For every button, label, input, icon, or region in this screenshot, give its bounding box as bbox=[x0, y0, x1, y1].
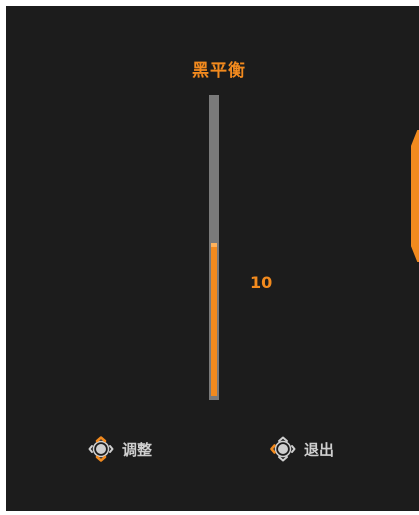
slider-fill bbox=[211, 247, 217, 396]
exit-label: 退出 bbox=[304, 440, 335, 459]
black-balance-slider[interactable] bbox=[209, 95, 219, 400]
joystick-up-down-icon bbox=[88, 436, 114, 462]
slider-value: 10 bbox=[250, 273, 273, 292]
joystick-left-icon bbox=[270, 436, 296, 462]
adjust-label: 调整 bbox=[122, 440, 153, 459]
exit-hint: 退出 bbox=[270, 436, 334, 462]
setting-title: 黑平衡 bbox=[192, 61, 246, 81]
side-menu-tab bbox=[411, 130, 419, 262]
adjust-hint: 调整 bbox=[88, 436, 152, 462]
slider-handle[interactable] bbox=[211, 243, 217, 247]
osd-panel: 黑平衡 10 调整 退出 bbox=[6, 6, 419, 511]
